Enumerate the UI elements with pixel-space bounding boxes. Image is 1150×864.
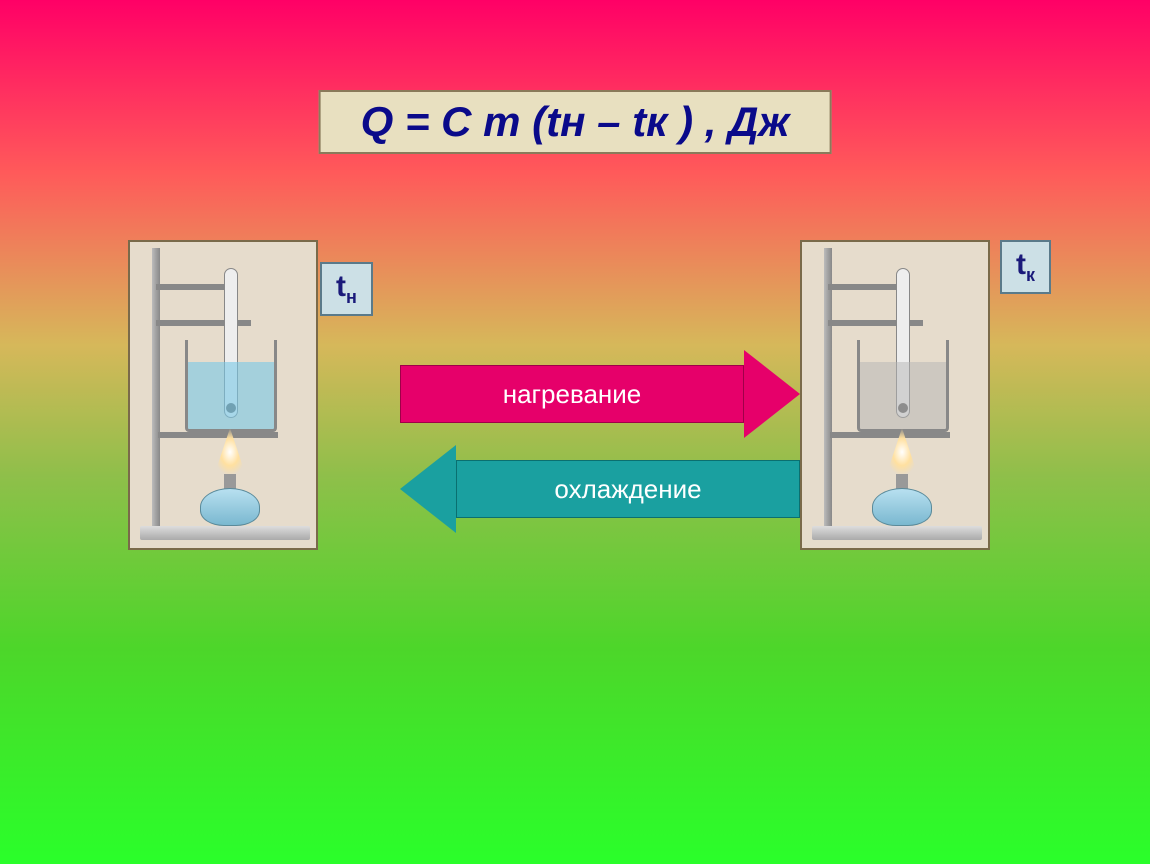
burner-icon [200, 488, 260, 526]
label-t-final-sub: к [1026, 265, 1035, 285]
stand-base-icon [812, 526, 982, 540]
formula-box: Q = C m (tн – tк ) , Дж [319, 90, 832, 154]
burner-icon [872, 488, 932, 526]
label-t-initial-main: t [336, 270, 346, 303]
apparatus-final [800, 240, 990, 550]
label-t-initial-sub: н [346, 287, 357, 307]
arrow-heating-body: нагревание [400, 365, 744, 423]
stand-rod-icon [824, 248, 832, 528]
formula-text: Q = C m (tн – tк ) , Дж [361, 98, 790, 145]
platform-icon [158, 432, 278, 438]
stand-rod-icon [152, 248, 160, 528]
arrow-cooling-body: охлаждение [456, 460, 800, 518]
arrow-heating-label: нагревание [503, 379, 642, 410]
beaker-hot-icon [857, 340, 949, 432]
platform-icon [830, 432, 950, 438]
label-t-initial: tн [320, 262, 373, 316]
arrow-cooling-label: охлаждение [554, 474, 701, 505]
label-t-final: tк [1000, 240, 1051, 294]
arrow-heating: нагревание [400, 365, 800, 423]
label-t-final-main: t [1016, 248, 1026, 281]
arrow-right-head-icon [744, 350, 800, 438]
arrow-left-head-icon [400, 445, 456, 533]
stand-base-icon [140, 526, 310, 540]
arrow-cooling: охлаждение [400, 460, 800, 518]
beaker-cold-icon [185, 340, 277, 432]
apparatus-initial [128, 240, 318, 550]
